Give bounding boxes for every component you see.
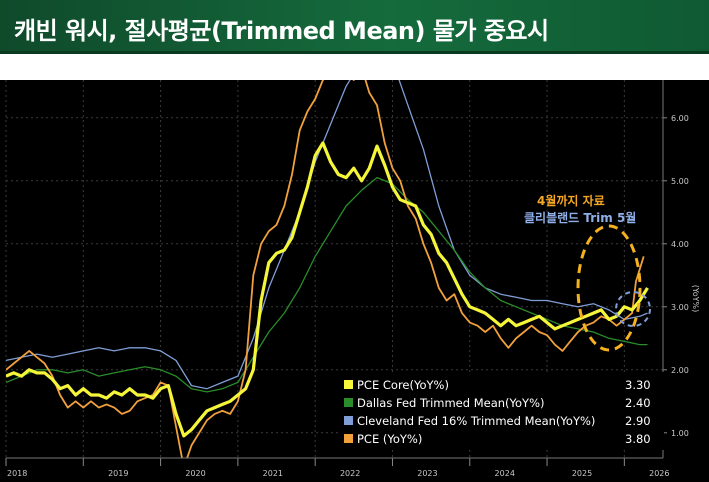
x-tick-label: 2021 <box>263 469 283 478</box>
series-line-cleveland <box>6 80 648 390</box>
pce-highlight-ellipse <box>576 224 642 352</box>
legend-background <box>338 372 664 450</box>
legend-value-cleveland: 2.90 <box>625 414 651 428</box>
x-tick-label: 2018 <box>7 469 27 478</box>
legend: PCE Core(YoY%) 3.30 Dallas Fed Trimmed M… <box>338 372 664 450</box>
y-tick-label: 5.00 <box>671 177 689 186</box>
series-layer <box>6 80 649 458</box>
legend-value-dallas: 2.40 <box>625 396 651 410</box>
legend-swatch-pce-core <box>344 380 353 389</box>
annotation-layer: 4월까지 자료 클리블랜드 Trim 5월 <box>524 193 651 352</box>
axis-layer: 1.00 2.00 3.00 4.00 5.00 6.00 2018 2019 2020 2021… <box>5 80 700 478</box>
legend-value-pce-core: 3.30 <box>625 378 651 392</box>
y-tick-label: 6.00 <box>671 114 689 123</box>
cleveland-annotation: 클리블랜드 Trim 5월 <box>524 210 636 225</box>
line-chart: 1.00 2.00 3.00 4.00 5.00 6.00 2018 2019 2020 2021… <box>5 80 700 478</box>
x-tick-label: 2023 <box>417 469 437 478</box>
y-axis-label: (YoY%) <box>691 285 700 312</box>
legend-label-pce-core: PCE Core(YoY%) <box>357 378 449 392</box>
y-tick-label: 3.00 <box>671 303 689 312</box>
series-line-pce <box>6 80 645 458</box>
page-title: 캐빈 워시, 절사평균(Trimmed Mean) 물가 중요시 <box>14 17 549 45</box>
chart-area: 1.00 2.00 3.00 4.00 5.00 6.00 2018 2019 2020 2021… <box>0 80 709 482</box>
series-line-dallas <box>6 176 648 393</box>
x-tick-label: 2022 <box>340 469 360 478</box>
cleveland-highlight-ellipse <box>615 291 651 327</box>
x-tick-label: 2024 <box>495 469 515 478</box>
y-tick-label: 1.00 <box>671 429 689 438</box>
x-tick-label: 2019 <box>108 469 128 478</box>
x-tick-label: 2026 <box>649 469 669 478</box>
title-bar: 캐빈 워시, 절사평균(Trimmed Mean) 물가 중요시 <box>0 0 709 54</box>
legend-value-pce: 3.80 <box>625 432 651 446</box>
x-tick-label: 2025 <box>572 469 592 478</box>
legend-swatch-cleveland <box>344 416 353 425</box>
legend-label-pce: PCE (YoY%) <box>357 432 422 446</box>
legend-swatch-dallas <box>344 398 353 407</box>
x-tick-label: 2020 <box>185 469 205 478</box>
pce-annotation: 4월까지 자료 <box>537 193 605 208</box>
series-line-pce-core <box>6 141 649 438</box>
y-tick-label: 2.00 <box>671 366 689 375</box>
legend-swatch-pce <box>344 434 353 443</box>
y-tick-label: 4.00 <box>671 240 689 249</box>
legend-label-dallas: Dallas Fed Trimmed Mean(YoY%) <box>357 396 545 410</box>
legend-label-cleveland: Cleveland Fed 16% Trimmed Mean(YoY%) <box>357 414 595 428</box>
